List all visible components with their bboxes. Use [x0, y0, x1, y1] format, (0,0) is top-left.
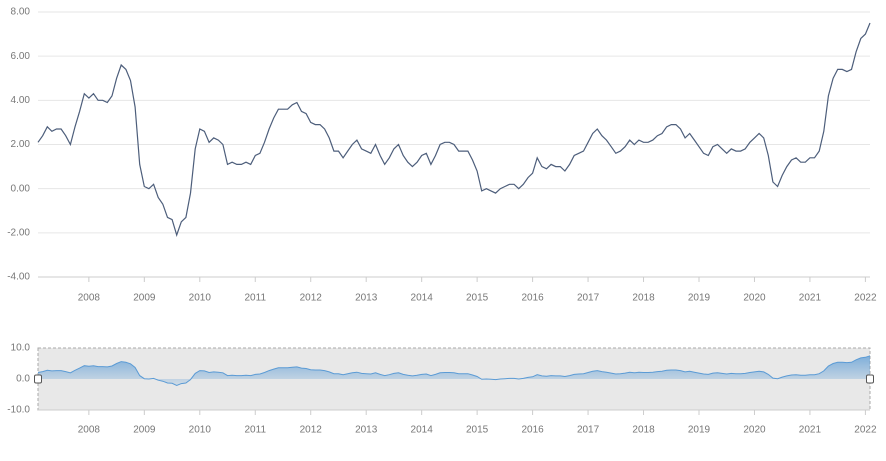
x-tick-label: 2017: [577, 425, 600, 436]
x-tick-label: 2013: [355, 425, 378, 436]
x-tick-label: 2011: [245, 425, 267, 436]
x-tick-label: 2010: [189, 425, 212, 436]
x-tick-label: 2021: [799, 425, 822, 436]
x-tick-label: 2013: [355, 293, 378, 304]
x-tick-label: 2018: [632, 293, 655, 304]
x-tick-label: 2018: [632, 425, 655, 436]
navigator-line: [37, 355, 871, 387]
x-tick-label: 2011: [245, 293, 267, 304]
x-tick-label: 2022: [854, 425, 877, 436]
x-tick-label: 2019: [688, 425, 711, 436]
x-tick-label: 2008: [78, 425, 101, 436]
y-tick-label: 10.0: [11, 343, 31, 354]
x-tick-label: 2020: [743, 425, 766, 436]
x-tick-label: 2009: [133, 425, 156, 436]
y-tick-label: 8.00: [11, 7, 31, 18]
x-tick-label: 2012: [300, 293, 323, 304]
y-tick-label: 2.00: [11, 139, 31, 150]
x-tick-label: 2014: [411, 425, 434, 436]
x-tick-label: 2015: [466, 293, 489, 304]
x-tick-label: 2022: [854, 293, 877, 304]
x-tick-label: 2015: [466, 425, 489, 436]
navigator-handle[interactable]: [866, 374, 874, 384]
y-tick-label: 0.00: [11, 183, 31, 194]
line: [37, 22, 871, 237]
x-tick-label: 2010: [189, 293, 212, 304]
x-tick-label: 2020: [743, 293, 766, 304]
y-tick-label: -10.0: [7, 405, 30, 416]
x-tick-label: 2021: [799, 293, 822, 304]
y-tick-label: 6.00: [11, 51, 31, 62]
y-tick-label: 0.0: [16, 374, 30, 385]
x-tick-label: 2014: [411, 293, 434, 304]
x-tick-label: 2019: [688, 293, 711, 304]
x-tick-label: 2016: [521, 425, 544, 436]
x-tick-label: 2008: [78, 293, 101, 304]
navigator-handle[interactable]: [34, 374, 42, 384]
x-tick-label: 2016: [521, 293, 544, 304]
x-tick-label: 2012: [300, 425, 323, 436]
y-tick-label: -4.00: [7, 272, 30, 283]
x-tick-label: 2009: [133, 293, 156, 304]
x-tick-label: 2017: [577, 293, 600, 304]
navigator-area: [38, 355, 870, 386]
y-tick-label: 4.00: [11, 95, 31, 106]
y-tick-label: -2.00: [7, 227, 30, 238]
